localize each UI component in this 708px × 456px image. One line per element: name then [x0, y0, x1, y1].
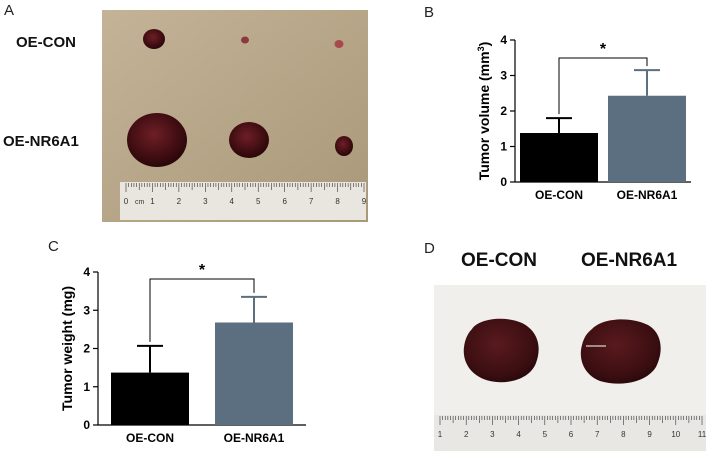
significance-star: * — [600, 41, 607, 58]
y-tick-label-0: 0 — [500, 175, 507, 189]
bar-oe-con — [520, 133, 598, 182]
x-tick-label-oe-con: OE-CON — [535, 188, 583, 202]
x-tick-label-oe-nr6a1: OE-NR6A1 — [617, 188, 678, 202]
significance-bracket — [558, 57, 648, 115]
ruler-a-unit: cm — [135, 199, 145, 206]
y-tick-label-0: 0 — [83, 418, 90, 432]
ruler-d-label-11: 11 — [698, 430, 706, 439]
significance-bracket — [149, 278, 255, 342]
ruler-d-label-10: 10 — [671, 430, 680, 439]
y-tick-label-4: 4 — [500, 33, 507, 47]
ruler-a-label-7: 7 — [309, 197, 314, 206]
liver-nr6a1 — [580, 319, 661, 384]
ruler-d-label-2: 2 — [464, 430, 469, 439]
tumor-nr6a1-3 — [335, 136, 353, 156]
tumor-photo-image: 0 1 2 3 4 5 6 7 8 9 cm — [102, 10, 368, 222]
tumor-nr6a1-2 — [229, 122, 269, 158]
tumor-con-2 — [241, 36, 249, 44]
ruler-d-label-9: 9 — [647, 430, 652, 439]
ruler-d-label-3: 3 — [490, 430, 495, 439]
ruler-d-label-4: 4 — [516, 430, 521, 439]
panel-a-photo: 0 1 2 3 4 5 6 7 8 9 cm — [102, 10, 368, 222]
col-label-oe-nr6a1: OE-NR6A1 — [581, 250, 678, 271]
ruler-d-ticks — [439, 416, 703, 425]
bar-oe-nr6a1 — [215, 322, 293, 425]
tumor-con-3 — [334, 40, 344, 48]
ruler-d-label-1: 1 — [438, 430, 443, 439]
tumor-con-1 — [143, 29, 165, 49]
ruler-d-label-8: 8 — [621, 430, 626, 439]
ruler-a-label-5: 5 — [256, 197, 261, 206]
y-tick-label-4: 4 — [83, 265, 90, 279]
ruler-a — [120, 182, 366, 220]
ruler-a-label-6: 6 — [282, 197, 287, 206]
panel-d-letter: D — [424, 240, 435, 257]
row-label-oe-con: OE-CON — [16, 34, 76, 51]
ruler-d-label-6: 6 — [569, 430, 574, 439]
ruler-a-label-1: 1 — [150, 197, 155, 206]
ruler-d-label-7: 7 — [595, 430, 600, 439]
chart-b: 0 1 2 3 4 Tumor volume (mm3) OE-CON OE-NR6A1 * — [476, 33, 691, 202]
x-tick-label-oe-con: OE-CON — [126, 431, 174, 445]
ruler-a-labels: 0 1 2 3 4 5 6 7 8 9 cm — [124, 197, 367, 206]
ruler-a-ticks — [125, 183, 365, 192]
row-label-oe-nr6a1: OE-NR6A1 — [3, 133, 79, 150]
ruler-a-label-9: 9 — [362, 197, 367, 206]
y-tick-label-2: 2 — [83, 342, 90, 356]
panel-c-letter: C — [48, 238, 59, 255]
y-tick-label-3: 3 — [500, 69, 507, 83]
liver-photo-image: 1 2 3 4 5 6 7 8 9 10 11 — [434, 285, 707, 451]
ruler-d-label-5: 5 — [543, 430, 548, 439]
ruler-a-label-3: 3 — [203, 197, 208, 206]
y-tick-label-3: 3 — [83, 303, 90, 317]
significance-star: * — [199, 262, 206, 279]
liver-con — [463, 318, 539, 383]
tumor-nr6a1-1 — [127, 113, 187, 167]
x-tick-label-oe-nr6a1: OE-NR6A1 — [224, 431, 285, 445]
ruler-d-labels: 1 2 3 4 5 6 7 8 9 10 11 — [438, 430, 707, 439]
ruler-a-label-2: 2 — [177, 197, 182, 206]
y-tick-label-1: 1 — [500, 140, 507, 154]
ruler-a-label-0: 0 — [124, 197, 129, 206]
bar-oe-con — [111, 372, 189, 425]
y-tick-label-2: 2 — [500, 104, 507, 118]
y-axis-label: Tumor weight (mg) — [59, 286, 75, 411]
chart-c: 0 1 2 3 4 Tumor weight (mg) OE-CON OE-NR6A1 * — [59, 262, 306, 445]
bar-oe-nr6a1 — [608, 95, 686, 182]
panel-a-letter: A — [4, 2, 15, 19]
y-tick-label-1: 1 — [83, 380, 90, 394]
panel-b-letter: B — [424, 4, 435, 21]
ruler-a-label-4: 4 — [230, 197, 235, 206]
panel-d-photo: 1 2 3 4 5 6 7 8 9 10 11 — [434, 285, 707, 451]
y-axis-label: Tumor volume (mm3) — [476, 42, 492, 181]
ruler-a-label-8: 8 — [335, 197, 340, 206]
col-label-oe-con: OE-CON — [461, 250, 537, 271]
